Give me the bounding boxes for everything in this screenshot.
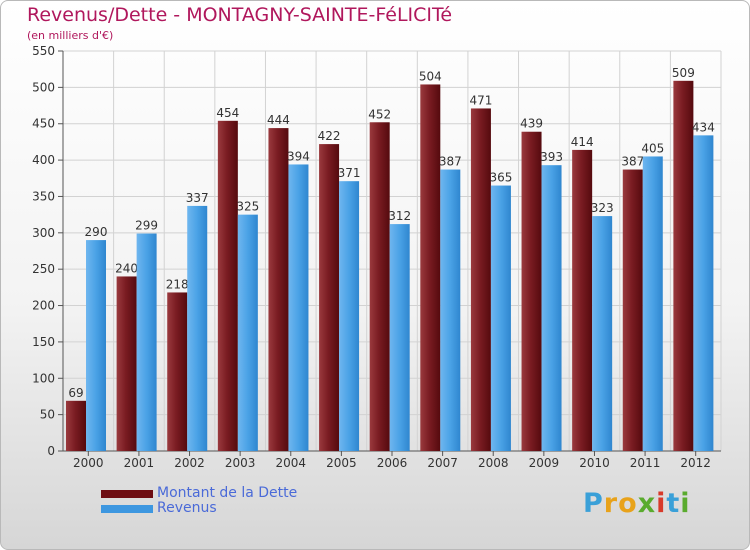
bar-revenus: [490, 185, 511, 451]
data-label: 290: [85, 225, 108, 239]
data-label: 371: [338, 166, 361, 180]
bar-revenus: [339, 181, 360, 451]
bar-dette: [470, 108, 491, 452]
y-tick-label: 250: [32, 262, 55, 276]
y-tick-label: 400: [32, 153, 55, 167]
data-label: 454: [216, 106, 239, 120]
data-label: 299: [135, 219, 158, 233]
logo-letter: x: [637, 488, 657, 519]
x-tick-label: 2004: [275, 456, 306, 470]
bar-dette: [167, 292, 188, 451]
bar-revenus: [237, 214, 258, 451]
y-tick-label: 50: [40, 408, 55, 422]
bar-dette: [673, 80, 694, 452]
x-tick-label: 2011: [630, 456, 661, 470]
data-label: 387: [439, 155, 462, 169]
x-tick-label: 2008: [478, 456, 509, 470]
x-tick-label: 2001: [124, 456, 155, 470]
bar-dette: [268, 128, 289, 451]
bar-dette: [572, 149, 593, 451]
chart-subtitle: (en milliers d'€): [27, 29, 114, 42]
data-label: 218: [166, 277, 189, 291]
bar-dette: [217, 120, 238, 452]
data-label: 325: [236, 200, 259, 214]
data-label: 240: [115, 261, 138, 275]
x-tick-label: 2007: [427, 456, 458, 470]
x-tick-label: 2005: [326, 456, 357, 470]
logo-letter: o: [618, 488, 638, 519]
data-label: 312: [388, 209, 411, 223]
logo-letter: i: [656, 488, 667, 519]
bar-revenus: [86, 240, 106, 451]
data-label: 434: [692, 120, 715, 134]
bar-dette: [521, 131, 542, 451]
logo-letter: t: [666, 488, 681, 519]
bar-revenus: [136, 233, 157, 451]
legend-swatch-revenus: [101, 505, 153, 513]
data-label: 365: [489, 171, 512, 185]
bar-revenus: [592, 216, 613, 451]
data-label: 422: [318, 129, 341, 143]
legend-label-debt: Montant de la Dette: [157, 485, 298, 501]
y-tick-label: 550: [32, 44, 55, 58]
bar-revenus: [440, 169, 461, 451]
data-label: 439: [520, 117, 543, 131]
data-label: 452: [368, 107, 391, 121]
bar-dette: [66, 400, 86, 451]
data-label: 393: [540, 150, 563, 164]
data-label: 69: [68, 386, 83, 400]
data-label: 444: [267, 113, 290, 127]
y-tick-label: 200: [32, 299, 55, 313]
data-label: 337: [186, 191, 209, 205]
bar-dette: [622, 169, 643, 451]
y-tick-label: 450: [32, 117, 55, 131]
data-label: 414: [571, 135, 594, 149]
logo-letter: i: [680, 488, 691, 519]
logo-letter: P: [583, 488, 604, 519]
y-tick-label: 100: [32, 371, 55, 385]
proxiti-logo: Proxiti: [583, 488, 691, 519]
data-label: 323: [591, 201, 614, 215]
data-label: 405: [641, 141, 664, 155]
bar-revenus: [693, 135, 714, 451]
bar-dette: [369, 122, 390, 451]
legend-label-revenus: Revenus: [157, 500, 217, 516]
bar-revenus: [187, 205, 208, 451]
data-label: 509: [672, 66, 695, 80]
bar-revenus: [541, 165, 562, 451]
bar-revenus: [288, 164, 309, 452]
logo-letter: r: [603, 488, 619, 519]
chart-title: Revenus/Dette - MONTAGNY-SAINTE-FéLICITé: [27, 4, 453, 26]
x-tick-label: 2003: [225, 456, 256, 470]
data-label: 394: [287, 149, 310, 163]
x-tick-label: 2012: [680, 456, 711, 470]
bar-dette: [420, 84, 441, 452]
data-label: 504: [419, 69, 442, 83]
y-tick-label: 0: [47, 444, 55, 458]
y-tick-label: 500: [32, 80, 55, 94]
bar-dette: [116, 276, 137, 451]
x-tick-label: 2002: [174, 456, 205, 470]
x-tick-label: 2009: [529, 456, 560, 470]
x-tick-label: 2006: [377, 456, 408, 470]
x-tick-label: 2010: [579, 456, 610, 470]
y-tick-label: 300: [32, 226, 55, 240]
data-label: 471: [469, 93, 492, 107]
x-tick-label: 2000: [73, 456, 104, 470]
legend-swatch-debt: [101, 490, 153, 498]
y-tick-label: 350: [32, 189, 55, 203]
bar-revenus: [642, 156, 663, 452]
bar-revenus: [389, 224, 410, 451]
y-tick-label: 150: [32, 335, 55, 349]
data-label: 387: [621, 155, 644, 169]
bar-dette: [319, 144, 340, 451]
